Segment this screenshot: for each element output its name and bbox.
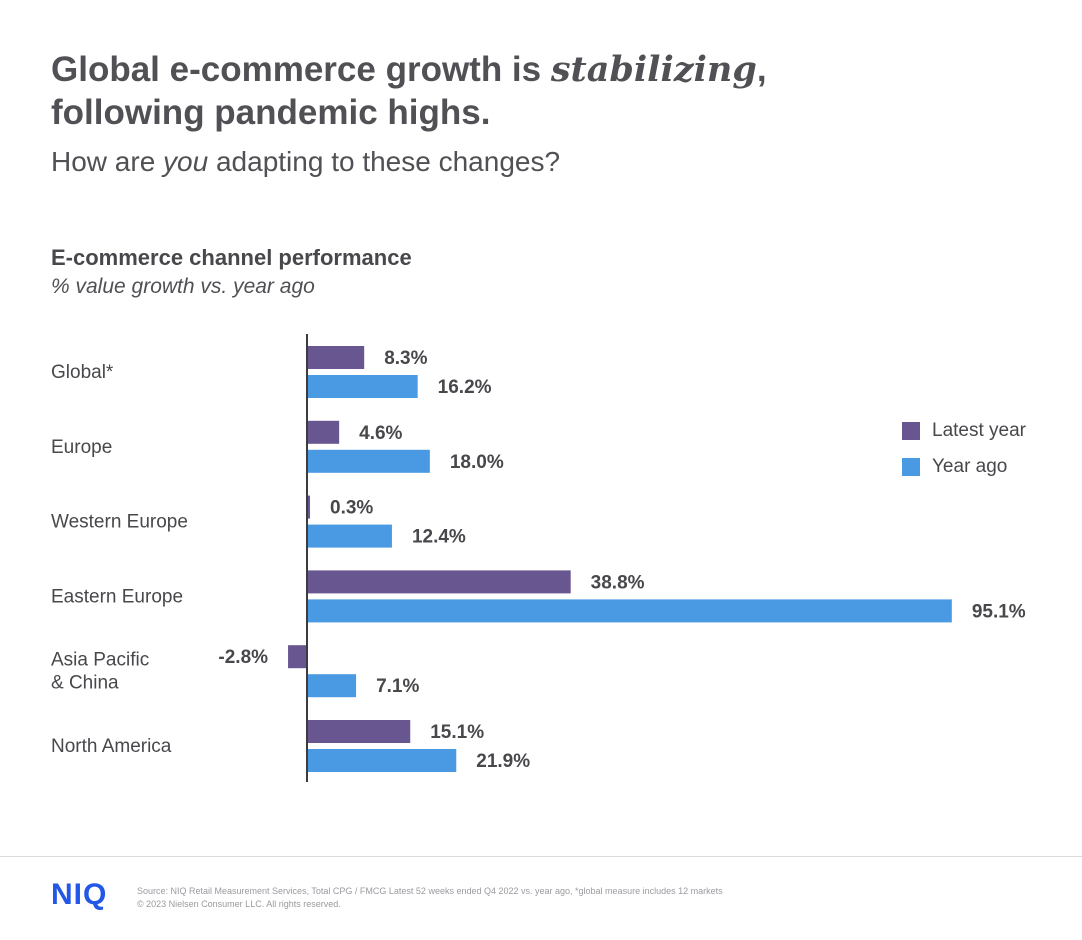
category-label: North America: [51, 736, 172, 757]
bar: [308, 346, 365, 369]
niq-logo: NIQ: [51, 878, 108, 911]
category-label: Asia Pacific: [51, 650, 149, 671]
bar: [308, 720, 411, 743]
chart-legend: Latest year Year ago: [902, 413, 1026, 485]
subhead-part2: adapting to these changes?: [208, 146, 561, 177]
bar: [308, 599, 952, 623]
source-note: Source: NIQ Retail Measurement Services,…: [137, 886, 723, 896]
subhead-part1: How are: [51, 146, 164, 177]
bar: [308, 449, 430, 473]
legend-swatch-latest-year: [902, 422, 920, 440]
bar: [308, 674, 357, 698]
data-label: 38.8%: [591, 572, 645, 593]
data-label: 0.3%: [330, 498, 373, 519]
legend-item-year-ago: Year ago: [902, 449, 1026, 485]
data-label: 7.1%: [376, 676, 419, 697]
bar: [308, 749, 457, 772]
headline-part2: ,: [756, 50, 767, 89]
category-label: Europe: [51, 437, 112, 458]
bar: [308, 495, 311, 519]
bar-chart: Global* 8.3% 16.2% Europe 4.6% 18.0% Western E…: [51, 334, 1026, 782]
chart-subtitle: % value growth vs. year ago: [51, 275, 315, 298]
data-label: 95.1%: [972, 601, 1026, 622]
subhead: How are you adapting to these changes?: [51, 146, 560, 178]
legend-label-year-ago: Year ago: [932, 456, 1008, 477]
data-label: 21.9%: [476, 751, 530, 772]
subhead-italic: you: [163, 146, 209, 177]
bar: [288, 645, 307, 669]
headline-line2: following pandemic highs.: [51, 93, 491, 132]
category-label: Western Europe: [51, 512, 188, 533]
data-label: -2.8%: [218, 647, 268, 668]
legend-swatch-year-ago: [902, 458, 920, 476]
data-label: 12.4%: [412, 527, 466, 548]
bar: [308, 420, 340, 444]
data-label: 16.2%: [438, 377, 492, 398]
data-label: 8.3%: [384, 348, 427, 369]
copyright-note: © 2023 Nielsen Consumer LLC. All rights …: [137, 899, 341, 909]
footer-divider: [0, 856, 1082, 857]
bar: [308, 524, 392, 548]
category-label: Eastern Europe: [51, 586, 183, 607]
chart-title: E-commerce channel performance: [51, 245, 412, 270]
headline-part1: Global e-commerce growth is: [51, 50, 551, 89]
data-label: 18.0%: [450, 452, 504, 473]
headline-italic: stabilizing: [550, 49, 757, 90]
data-label: 15.1%: [430, 722, 484, 743]
legend-label-latest-year: Latest year: [932, 420, 1026, 441]
legend-item-latest-year: Latest year: [902, 413, 1026, 449]
category-label: & China: [51, 673, 119, 694]
category-label: Global*: [51, 362, 114, 383]
data-label: 4.6%: [359, 423, 402, 444]
headline: Global e-commerce growth is stabilizing,…: [51, 48, 1031, 134]
footnote: Source: NIQ Retail Measurement Services,…: [137, 885, 723, 911]
bar: [308, 570, 571, 594]
bar: [308, 375, 418, 398]
